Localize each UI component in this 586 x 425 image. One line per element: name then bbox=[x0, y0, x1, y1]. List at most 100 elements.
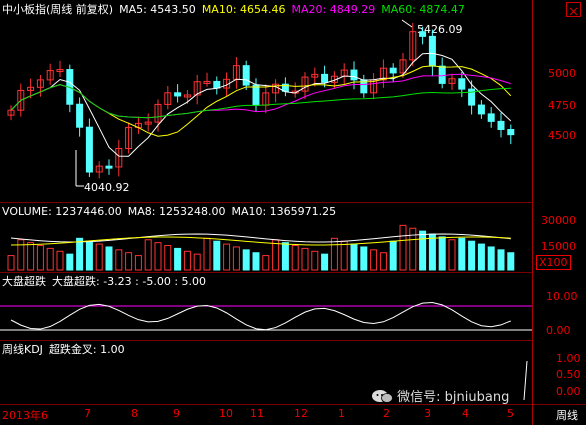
volume-bar bbox=[399, 224, 407, 271]
divider-indicator-kdj bbox=[0, 340, 532, 341]
volume-bar bbox=[428, 233, 436, 271]
volume-bar bbox=[134, 255, 142, 271]
volume-bar bbox=[154, 242, 162, 271]
volume-layer bbox=[7, 224, 515, 271]
volume-ma10: MA10: 1365971.25 bbox=[231, 205, 337, 218]
volume-bar bbox=[223, 243, 231, 271]
volume-bar bbox=[458, 237, 466, 271]
x-label-aug: 8 bbox=[131, 407, 138, 420]
kdj-signal: 超跌金叉: 1.00 bbox=[48, 343, 125, 356]
volume-axis-15000: 15000 bbox=[541, 240, 576, 253]
divider-kdj-xaxis bbox=[0, 404, 586, 405]
ma60-value: MA60: 4874.47 bbox=[381, 3, 465, 16]
indicator-layer bbox=[0, 301, 532, 331]
price-axis-4750: 4750 bbox=[548, 99, 576, 112]
volume-bar bbox=[291, 245, 299, 271]
volume-ma10 bbox=[10, 236, 511, 246]
volume-bar bbox=[76, 237, 84, 271]
volume-value: VOLUME: 1237446.00 bbox=[2, 205, 122, 218]
volume-unit: X100 bbox=[536, 255, 571, 270]
x-label-jan: 1 bbox=[338, 407, 345, 420]
volume-bar bbox=[477, 243, 485, 271]
kdj-axis-05: 0.50 bbox=[556, 368, 581, 381]
volume-bar bbox=[419, 230, 427, 271]
x-label-nov: 11 bbox=[250, 407, 264, 420]
x-label-feb: 2 bbox=[383, 407, 390, 420]
close-icon[interactable] bbox=[566, 2, 581, 17]
watermark: 微信号: bjniubang bbox=[371, 386, 509, 405]
volume-bar bbox=[311, 250, 319, 271]
wechat-icon bbox=[371, 388, 393, 404]
right-axis-border bbox=[532, 0, 533, 425]
x-label-jun: 2013年6 bbox=[2, 409, 48, 422]
ma20-value: MA20: 4849.29 bbox=[291, 3, 376, 16]
volume-bar bbox=[379, 252, 387, 271]
volume-bar bbox=[507, 252, 515, 271]
volume-bar bbox=[144, 239, 152, 271]
volume-bar bbox=[330, 237, 338, 271]
kdj-header: 周线KDJ 超跌金叉: 1.00 bbox=[2, 343, 131, 357]
watermark-text: 微信号: bjniubang bbox=[397, 390, 510, 405]
volume-bar bbox=[203, 237, 211, 271]
volume-bar bbox=[438, 236, 446, 271]
volume-bar bbox=[105, 246, 113, 271]
volume-bar bbox=[242, 249, 250, 271]
indicator-axis-0: 0.00 bbox=[546, 324, 571, 337]
indicator-axis-10: 10.00 bbox=[546, 290, 578, 303]
volume-bar bbox=[350, 243, 358, 271]
divider-volume-indicator bbox=[0, 272, 532, 273]
volume-bar bbox=[497, 249, 505, 271]
volume-bar bbox=[46, 247, 54, 271]
volume-header: VOLUME: 1237446.00 MA8: 1253248.00 MA10: 1… bbox=[2, 205, 342, 219]
volume-bar bbox=[252, 252, 260, 271]
volume-bar bbox=[27, 242, 35, 271]
x-label-apr: 4 bbox=[462, 407, 469, 420]
high-annotation: 5426.09 bbox=[417, 23, 463, 36]
volume-bar bbox=[360, 246, 368, 271]
indicator-name: 大盘超跌 bbox=[2, 275, 46, 288]
kdj-axis-1: 1.00 bbox=[556, 352, 581, 365]
volume-bar bbox=[115, 249, 123, 271]
volume-bar bbox=[272, 239, 280, 271]
price-axis-4500: 4500 bbox=[548, 129, 576, 142]
indicator-header: 大盘超跌 大盘超跌: -3.23 : -5.00 : 5.00 bbox=[2, 275, 212, 289]
volume-bar bbox=[36, 245, 44, 271]
indicator-line bbox=[10, 301, 511, 331]
volume-bar bbox=[164, 245, 172, 271]
volume-bar bbox=[487, 246, 495, 271]
volume-bar bbox=[370, 249, 378, 271]
volume-bar bbox=[95, 243, 103, 271]
volume-bar bbox=[7, 255, 15, 271]
volume-bar bbox=[389, 240, 397, 271]
volume-bar bbox=[183, 250, 191, 271]
ma10-value: MA10: 4654.46 bbox=[201, 3, 286, 16]
x-label-oct: 10 bbox=[219, 407, 233, 420]
kdj-axis-0: 0.00 bbox=[556, 385, 581, 398]
volume-bar bbox=[125, 252, 133, 271]
kdj-layer bbox=[523, 360, 528, 401]
volume-bar bbox=[321, 253, 329, 271]
volume-bar bbox=[174, 247, 182, 271]
volume-bar bbox=[17, 239, 25, 271]
kdj-signal-spike bbox=[523, 360, 528, 401]
volume-bar bbox=[262, 255, 270, 271]
volume-bar bbox=[301, 247, 309, 271]
volume-axis-30000: 30000 bbox=[541, 214, 576, 227]
low-annotation: 4040.92 bbox=[84, 181, 130, 194]
volume-bar bbox=[409, 227, 417, 271]
index-title: 中小板指(周线 前复权) bbox=[2, 3, 114, 16]
price-header: 中小板指(周线 前复权) MA5: 4543.50 MA10: 4654.46 MA2… bbox=[2, 3, 471, 17]
volume-bar bbox=[448, 239, 456, 271]
volume-bar bbox=[232, 246, 240, 271]
x-label-sep: 9 bbox=[173, 407, 180, 420]
volume-bar bbox=[468, 240, 476, 271]
x-label-mar: 3 bbox=[424, 407, 431, 420]
divider-price-volume bbox=[0, 202, 532, 203]
x-label-may: 5 bbox=[507, 407, 514, 420]
indicator-values: 大盘超跌: -3.23 : -5.00 : 5.00 bbox=[52, 275, 207, 288]
volume-bar bbox=[213, 240, 221, 271]
volume-bar bbox=[85, 240, 93, 271]
kdj-name: 周线KDJ bbox=[2, 343, 43, 356]
price-axis-5000: 5000 bbox=[548, 67, 576, 80]
period-label[interactable]: 周线 bbox=[556, 409, 578, 422]
